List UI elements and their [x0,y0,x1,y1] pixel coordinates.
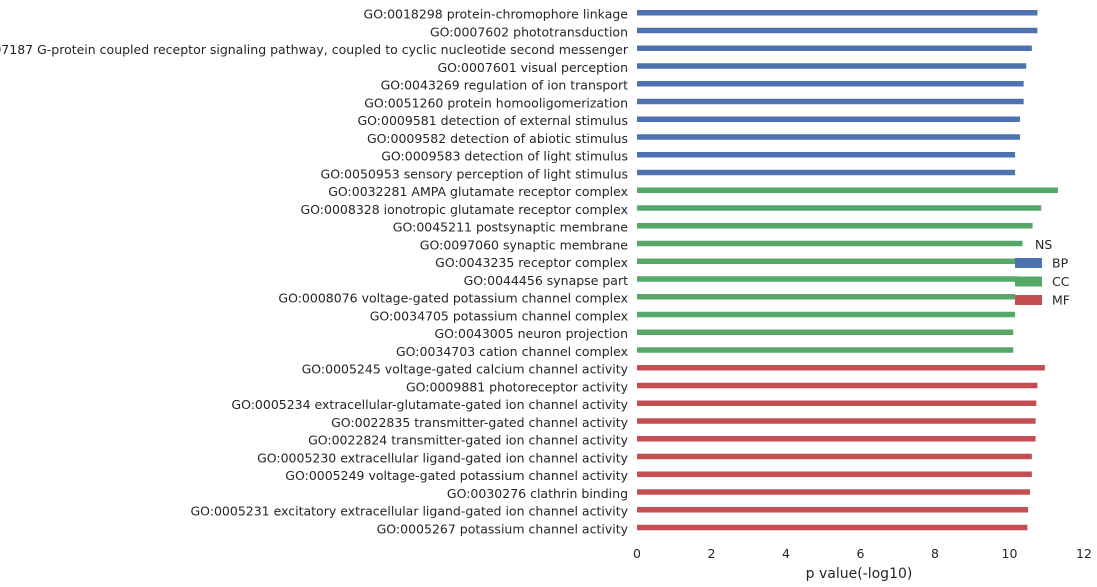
category-label: GO:0030276 clathrin binding [447,486,628,501]
category-label: GO:0022835 transmitter-gated channel act… [331,415,628,430]
category-label: GO:0008328 ionotropic glutamate receptor… [301,202,629,217]
bar-mf [637,418,1036,424]
category-label: GO:0009581 detection of external stimulu… [358,113,629,128]
bar-bp [637,134,1020,140]
bar-bp [637,152,1016,158]
bar-bp [637,169,1016,176]
category-label: GO:0005234 extracellular-glutamate-gated… [231,397,628,412]
bar-cc [637,205,1042,211]
bar-cc [637,187,1058,193]
bar-bp [637,116,1020,122]
category-label: GO:0007602 phototransduction [430,24,628,39]
legend-label-mf: MF [1052,293,1070,308]
bar-bp [637,10,1038,16]
category-labels: GO:0018298 protein-chromophore linkage GO… [0,7,629,537]
category-label: GO:0051260 protein homooligomerization [364,95,628,110]
category-label: GO:0043005 neuron projection [434,326,628,341]
category-label: GO:0044456 synapse part [464,273,628,288]
bar-bp [637,27,1038,34]
bar-cc [637,311,1016,318]
x-tick-label: 8 [931,546,939,561]
category-label: GO:0008076 voltage-gated potassium chann… [278,291,628,306]
bar-mf [637,436,1036,442]
category-label: GO:0007601 visual perception [437,60,628,75]
bar-bp [637,81,1024,87]
category-label: GO:0034703 cation channel complex [396,344,628,359]
category-label: GO:0022824 transmitter-gated ion channel… [308,433,629,448]
x-tick-label: 4 [782,546,790,561]
category-label: GO:0050953 sensory perception of light s… [321,166,628,181]
category-label: GO:0043235 receptor complex [435,255,628,270]
legend: NS BP CC MF [1015,237,1070,308]
bar-cc [637,240,1023,247]
bar-cc [637,276,1018,282]
bar-mf [637,365,1045,371]
bar-cc [637,329,1014,335]
bar-cc [637,347,1014,353]
bar-bp [637,63,1027,69]
category-label: GO:0034705 potassium channel complex [370,308,628,323]
category-label: GO:0005245 voltage-gated calcium channel… [302,362,629,377]
category-label: GO:0097060 synaptic membrane [420,237,629,252]
category-label: GO:0045211 postsynaptic membrane [393,220,629,235]
legend-swatch-cc [1015,276,1042,287]
x-axis-label: p value(-log10) [806,566,913,582]
bar-bp [637,45,1032,51]
legend-title: NS [1035,237,1052,252]
category-label: GO:0009583 detection of light stimulus [381,149,628,164]
bar-cc [637,223,1033,229]
x-tick-label: 0 [633,546,641,561]
x-tick-label: 12 [1076,546,1092,561]
category-label: GO:0007187 G-protein coupled receptor si… [0,42,629,57]
bars-layer [637,10,1058,531]
category-label: GO:0005230 extracellular ligand-gated io… [257,450,629,465]
category-label: GO:0009881 photoreceptor activity [406,379,629,394]
x-tick-label: 6 [857,546,865,561]
category-label: GO:0009582 detection of abiotic stimulus [367,131,628,146]
category-label: GO:0032281 AMPA glutamate receptor compl… [328,184,628,199]
bar-mf [637,400,1037,406]
bar-mf [637,507,1029,513]
bar-cc [637,258,1021,264]
x-tick-label: 10 [1002,546,1018,561]
legend-label-cc: CC [1052,274,1070,289]
bar-bp [637,98,1024,105]
category-label: GO:0005231 excitatory extracellular liga… [190,504,628,519]
legend-swatch-bp [1015,258,1042,268]
bar-mf [637,382,1038,389]
category-label: GO:0043269 regulation of ion transport [381,78,629,93]
legend-label-bp: BP [1052,256,1069,271]
bar-mf [637,489,1030,495]
x-tick-label: 2 [708,546,716,561]
x-axis-ticks: 0 2 4 6 8 10 12 [633,546,1092,561]
category-label: GO:0018298 protein-chromophore linkage [364,7,629,22]
category-label: GO:0005249 voltage-gated potassium chann… [285,468,628,483]
bar-mf [637,471,1032,477]
bar-mf [637,453,1032,460]
bar-mf [637,524,1028,531]
bar-cc [637,294,1016,300]
category-label: GO:0005267 potassium channel activity [377,521,629,536]
legend-swatch-mf [1015,295,1042,305]
